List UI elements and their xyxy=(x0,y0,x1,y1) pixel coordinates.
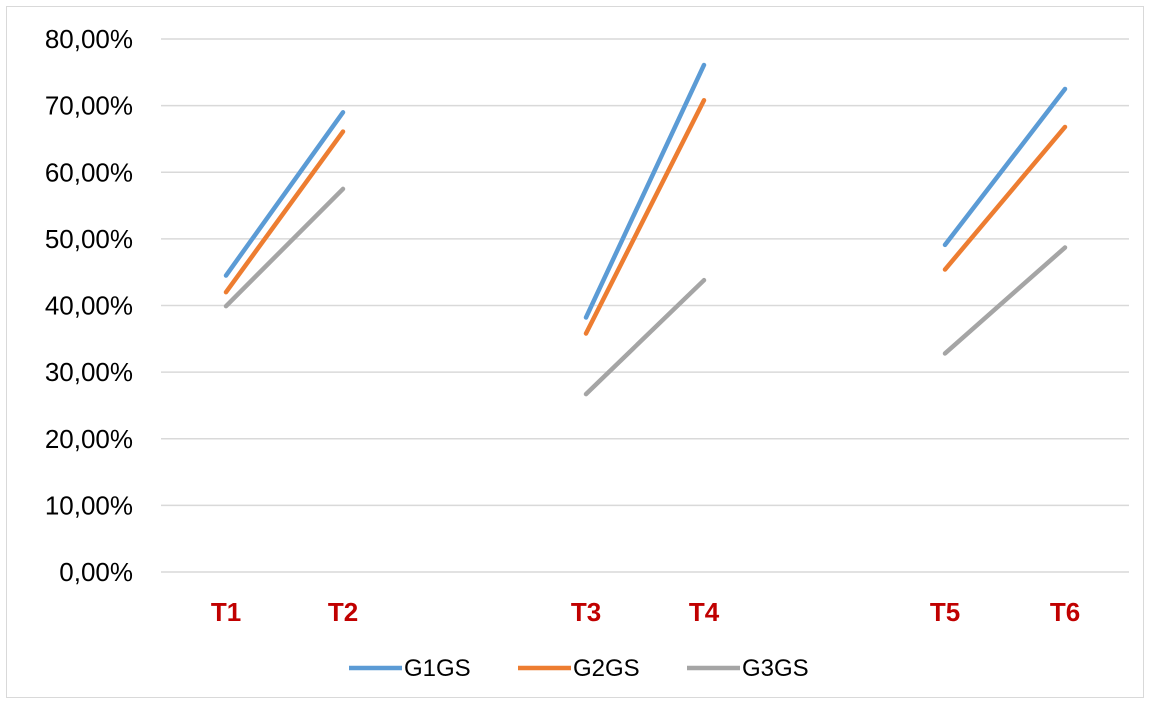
y-tick-label: 20,00% xyxy=(45,424,133,454)
y-tick-label: 50,00% xyxy=(45,224,133,254)
x-tick-label: T4 xyxy=(689,597,720,627)
x-tick-label: T1 xyxy=(211,597,241,627)
series-line-segment xyxy=(942,124,1068,272)
y-tick-label: 0,00% xyxy=(59,557,133,587)
series-line-segment xyxy=(583,98,707,336)
series-line-segment xyxy=(583,277,707,397)
legend-item: G3GS xyxy=(687,655,809,682)
x-tick-label: T3 xyxy=(571,597,601,627)
y-tick-label: 40,00% xyxy=(45,291,133,321)
series-lines xyxy=(223,62,1068,397)
x-tick-label: T5 xyxy=(930,597,960,627)
series-line-segment xyxy=(583,62,707,320)
gridlines xyxy=(161,38,1129,573)
y-axis-ticks: 0,00% 10,00% 20,00% 30,00% 40,00% 50,00% 60,00… xyxy=(45,24,133,587)
series-g2gs xyxy=(223,98,1068,336)
x-axis-ticks: T1 T2 T3 T4 T5 T6 xyxy=(211,597,1080,627)
series-line-segment xyxy=(223,186,346,309)
series-line-segment xyxy=(942,86,1068,248)
legend: G1GS G2GS G3GS xyxy=(349,655,809,682)
legend-item: G1GS xyxy=(349,655,471,682)
y-tick-label: 30,00% xyxy=(45,357,133,387)
series-line-segment xyxy=(223,129,346,295)
y-tick-label: 80,00% xyxy=(45,24,133,54)
series-g3gs xyxy=(223,186,1068,397)
x-tick-label: T2 xyxy=(328,597,358,627)
y-tick-label: 60,00% xyxy=(45,157,133,187)
legend-item: G2GS xyxy=(518,655,640,682)
series-line-segment xyxy=(942,245,1068,356)
series-line-segment xyxy=(223,110,346,278)
series-g1gs xyxy=(223,62,1068,320)
legend-label: G1GS xyxy=(404,655,471,682)
legend-label: G3GS xyxy=(742,655,809,682)
y-tick-label: 10,00% xyxy=(45,490,133,520)
x-tick-label: T6 xyxy=(1050,597,1080,627)
chart-frame xyxy=(6,6,1144,698)
y-tick-label: 70,00% xyxy=(45,91,133,121)
legend-label: G2GS xyxy=(573,655,640,682)
